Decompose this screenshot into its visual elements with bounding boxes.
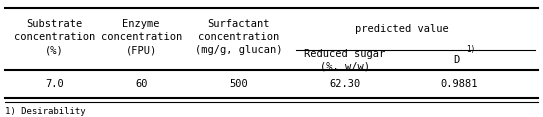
Text: 1) Desirability: 1) Desirability — [5, 107, 86, 116]
Text: Substrate
concentration
(%): Substrate concentration (%) — [14, 19, 95, 55]
Text: 62.30: 62.30 — [329, 79, 361, 89]
Text: 0.9881: 0.9881 — [440, 79, 478, 89]
Text: 7.0: 7.0 — [45, 79, 64, 89]
Text: Enzyme
concentration
(FPU): Enzyme concentration (FPU) — [100, 19, 182, 55]
Text: predicted value: predicted value — [355, 24, 449, 34]
Text: 500: 500 — [230, 79, 248, 89]
Text: 1): 1) — [466, 45, 476, 54]
Text: Reduced sugar
(%, w/w): Reduced sugar (%, w/w) — [304, 49, 386, 72]
Text: 60: 60 — [135, 79, 148, 89]
Text: D: D — [453, 55, 459, 65]
Text: Surfactant
concentration
(mg/g, glucan): Surfactant concentration (mg/g, glucan) — [195, 19, 283, 55]
